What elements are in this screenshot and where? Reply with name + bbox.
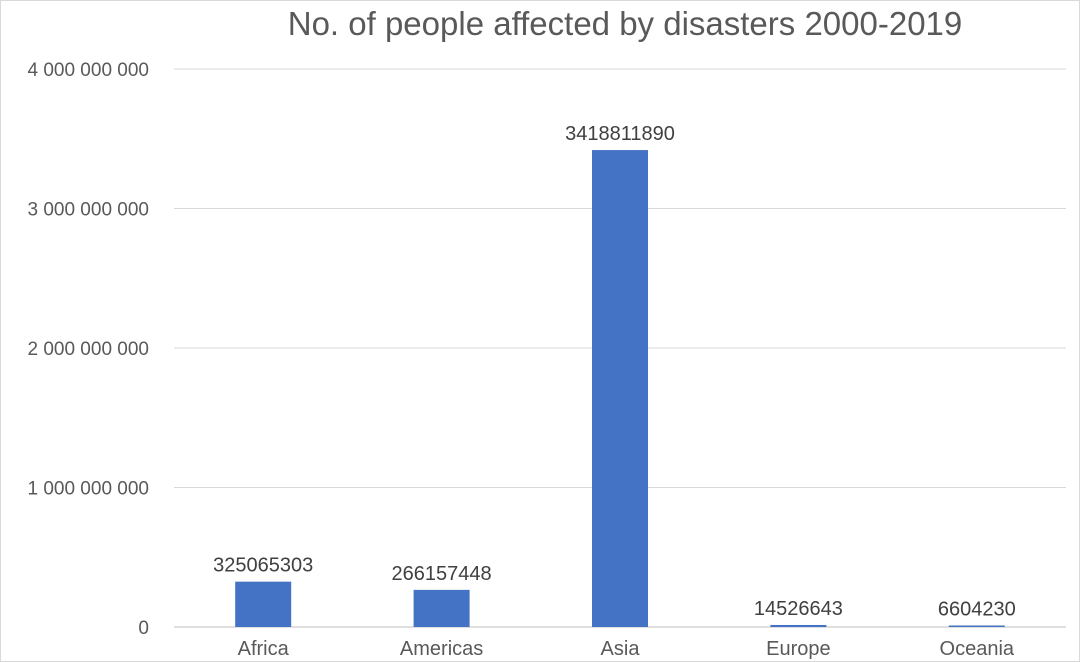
category-label-europe: Europe: [766, 638, 831, 660]
data-label-africa: 325065303: [213, 555, 313, 577]
bar-africa: [235, 581, 292, 627]
bar-americas: [413, 589, 470, 627]
category-label-asia: Asia: [601, 638, 641, 660]
bars: [235, 150, 1005, 627]
y-tick-label: 0: [138, 618, 149, 639]
y-axis-tick-labels: 0 1 000 000 000 2 000 000 000 3 000 000 000…: [27, 60, 149, 639]
y-tick-label: 3 000 000 000: [27, 200, 149, 221]
data-label-americas: 266157448: [392, 563, 492, 585]
category-label-americas: Americas: [400, 638, 483, 660]
bar-oceania: [948, 625, 1005, 627]
chart-title: No. of people affected by disasters 2000…: [288, 5, 963, 42]
data-label-europe: 14526643: [754, 598, 843, 620]
y-tick-label: 2 000 000 000: [27, 339, 149, 360]
data-labels: 325065303 266157448 3418811890 14526643 6604…: [213, 123, 1016, 620]
x-axis-category-labels: Africa Americas Asia Europe Oceania: [238, 638, 1015, 660]
y-tick-label: 4 000 000 000: [27, 60, 149, 81]
category-label-africa: Africa: [238, 638, 290, 660]
data-label-oceania: 6604230: [938, 599, 1016, 621]
bar-asia: [592, 150, 648, 627]
bar-europe: [770, 624, 827, 627]
y-tick-label: 1 000 000 000: [27, 479, 149, 500]
category-label-oceania: Oceania: [940, 638, 1015, 660]
data-label-asia: 3418811890: [565, 123, 675, 145]
